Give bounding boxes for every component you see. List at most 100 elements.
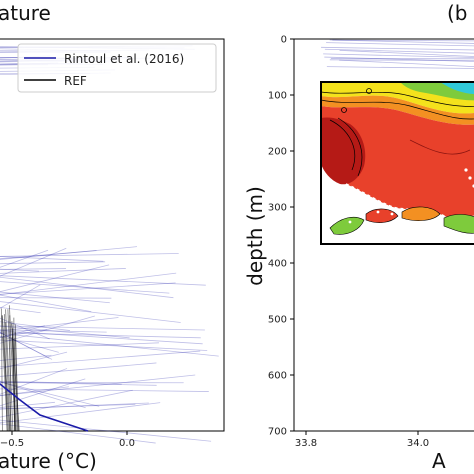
rintoul-profile-line [0,402,149,410]
rintoul-profile-line [0,297,112,299]
ref-profile-line [14,324,19,432]
rintoul-profile-line [0,374,196,397]
rintoul-profile-line [0,284,41,309]
rintoul-bold-profile [0,382,89,432]
right-profile-line [339,59,474,68]
rintoul-profile-line [0,306,41,314]
map-orange-band [321,95,474,125]
ref-profile-line [11,323,20,432]
right-profile-line [321,46,474,51]
map-station-dot [348,220,352,224]
ref-profile-line [9,315,11,432]
ref-profile-line [3,314,8,432]
rintoul-profile-line [0,339,208,351]
left-panel: −0.5 0.0 Rintoul et al. (2016) REF ature … [0,38,225,473]
ref-profile-line [13,337,18,432]
map-station-dot [376,210,380,214]
rintoul-profile-line [0,389,133,418]
rintoul-profile-line [0,268,126,274]
rintoul-profile-line [0,301,181,323]
legend-label-rintoul: Rintoul et al. (2016) [64,52,184,66]
ref-profile-line [11,336,17,432]
ref-profile-line [1,315,11,432]
rintoul-profile-line [0,328,48,338]
ref-profile-line [4,322,11,432]
rintoul-profile-line [0,272,177,296]
rintoul-profile-line [0,281,170,294]
y-tick-label: 200 [268,147,287,158]
rintoul-profile-line [0,332,50,359]
right-x-axis-label: A [432,449,446,473]
rintoul-profile-line [0,368,68,395]
rintoul-profile-line [0,342,159,350]
rintoul-profile-line [0,330,203,345]
rintoul-profile-line [0,317,119,332]
rintoul-profile-line [0,419,212,442]
right-profile-line [332,39,474,42]
legend-box [17,43,217,93]
rintoul-profile-line [0,332,201,339]
y-tick-label: 300 [268,203,287,214]
y-tick-label: 0 [281,35,287,46]
rintoul-profile-line [0,321,70,331]
rintoul-profile-line [0,268,66,270]
rintoul-profile-line [0,401,55,408]
rintoul-profile-line [0,388,209,392]
map-contour [329,119,356,171]
rintoul-profile-line [0,362,157,377]
rintoul-profile-line [0,294,92,312]
rintoul-profile-line [0,350,201,368]
right-profile-line [324,56,474,62]
rintoul-profile-line [0,268,40,272]
left-profile-lines [0,45,219,444]
legend-label-ref: REF [64,74,87,88]
rintoul-profile-line [0,276,174,299]
right-x-ticks: 33.8 34.0 [295,431,429,449]
map-coast-lower [321,203,474,244]
y-tick-label: 700 [268,427,287,438]
rintoul-profile-line [0,402,161,424]
rintoul-profile-line [0,329,107,333]
x-tick-label: 33.8 [295,438,317,449]
rintoul-profile-line [0,351,68,370]
rintoul-profile-line [0,403,136,410]
right-y-axis-label: depth (m) [243,186,267,286]
left-plot-area [0,38,225,432]
map-dark-red-region [321,117,366,185]
map-contour [321,91,474,107]
rintoul-profile-line [0,378,86,407]
rintoul-profile-line [0,261,106,265]
rintoul-profile-line [0,250,97,260]
legend: Rintoul et al. (2016) REF [17,43,217,93]
y-tick-label: 400 [268,259,287,270]
rintoul-profile-line [0,256,104,262]
map-contour [321,99,474,120]
ref-profile-line [13,317,15,432]
map-island [329,216,365,235]
rintoul-profile-line [0,381,157,386]
rintoul-profile-line [0,386,69,396]
map-station-dot [464,168,468,172]
ref-profile-line [7,309,14,432]
right-profile-line [329,39,474,44]
right-plot-area [293,38,474,432]
right-profile-line [324,48,474,54]
rintoul-profile-line [0,317,50,340]
right-panel: 0 100 200 300 400 500 600 700 33.8 34.0 depth (m… [243,35,474,473]
rintoul-profile-line [0,325,130,339]
right-panel-label: (b [447,1,468,25]
y-tick-label: 500 [268,315,287,326]
ref-profile-line [0,308,3,432]
rintoul-profile-line [0,275,206,286]
right-profile-line [329,59,474,61]
right-profile-line [326,66,474,69]
left-panel-title: ature [0,1,51,25]
rintoul-profile-line [0,282,176,295]
rintoul-profile-line [0,253,179,257]
inset-map [320,81,474,245]
right-profile-line [326,42,474,47]
rintoul-profile-line [0,380,122,385]
left-x-ticks: −0.5 0.0 [0,431,135,449]
x-tick-label: 0.0 [119,438,135,449]
